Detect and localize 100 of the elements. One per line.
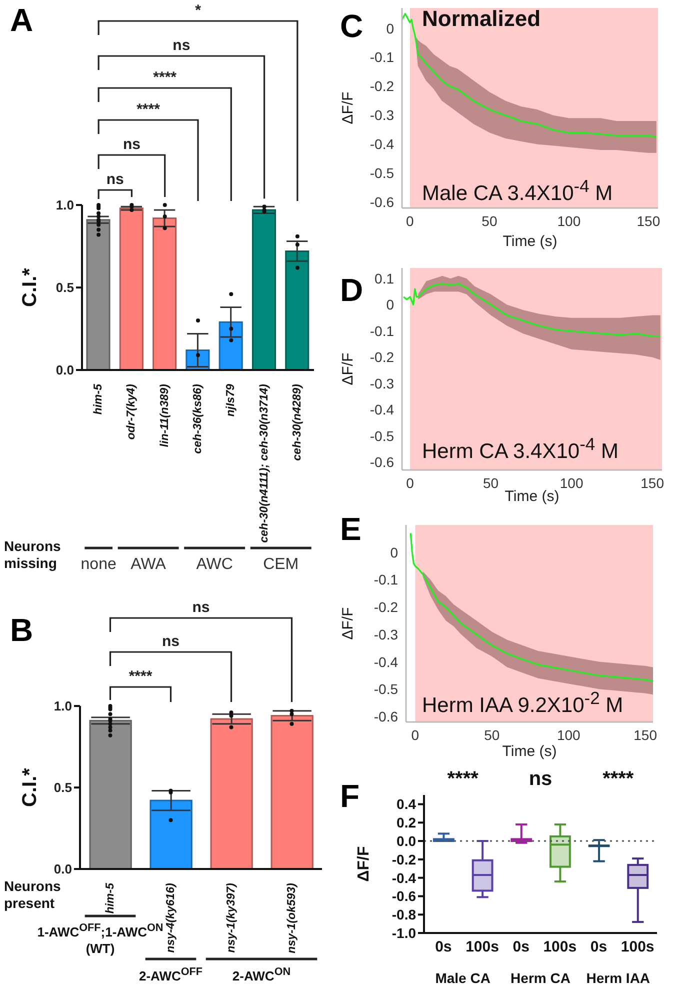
y-tick-label: -1.0: [392, 924, 416, 941]
x-tick-label: ceh-30(n4289): [291, 384, 304, 461]
text: ****: [446, 768, 480, 791]
y-tick-label: 0: [386, 296, 394, 313]
x-tick-label: 0s: [435, 938, 452, 956]
y-tick-label: 0.0: [56, 362, 74, 378]
y-tick-label: 0.1: [374, 270, 394, 286]
x-tick-label: him-5: [104, 882, 116, 914]
y-tick-label: 1.0: [54, 698, 72, 714]
y-tick-label: -0.3: [374, 626, 398, 642]
x-tick-label: him-5: [92, 383, 105, 415]
x-tick-label: nsy-1(ky397): [225, 882, 238, 953]
x-tick-label: njIs79: [225, 383, 238, 417]
annotation: Normalized: [422, 6, 541, 32]
chart-title: C: [340, 8, 364, 45]
y-tick-label: -0.4: [374, 654, 398, 670]
y-tick-label: -0.5: [370, 428, 394, 444]
y-axis-title: ΔF/F: [340, 607, 356, 640]
text: AWA: [130, 556, 166, 573]
x-tick-label: 100s: [466, 938, 499, 956]
text: ns: [122, 136, 140, 153]
y-tick-label: -0.1: [374, 572, 398, 588]
text: AWC: [195, 556, 234, 573]
x-tick-label: nsy-1(ok593): [286, 882, 298, 954]
x-tick-label: 50: [482, 212, 498, 229]
x-tick-label: 100s: [543, 938, 577, 956]
y-tick-label: 0.5: [54, 780, 72, 796]
y-tick-label: -0.6: [370, 194, 394, 210]
x-tick-label: 100s: [620, 938, 654, 956]
text: ns: [192, 599, 210, 616]
text: *: [195, 2, 202, 19]
x-tick-label: 150: [636, 212, 660, 229]
text: Neurons present: [4, 878, 62, 912]
y-axis-title: C.I.*: [19, 768, 41, 807]
text: ns: [528, 768, 554, 791]
text: 2-AWC$^{OFF}$: [138, 965, 204, 984]
y-tick-label: 0.0: [396, 832, 416, 849]
x-tick-label: 0s: [512, 938, 530, 956]
text: ****: [153, 69, 177, 86]
y-axis-title: ΔF/F: [340, 92, 356, 124]
y-tick-label: -0.2: [370, 78, 394, 94]
text: CEM: [262, 556, 300, 573]
y-tick-label: 0: [390, 544, 398, 560]
annotation: Male CA 3.4X10$^{-4}$ M: [422, 176, 613, 206]
y-axis-title: ΔF/F: [340, 352, 356, 386]
text: ns: [162, 633, 180, 650]
x-tick-label: odr-7(ky4): [126, 384, 138, 440]
y-tick-label: 0.5: [56, 280, 74, 296]
x-tick-label: ceh-36(ks86): [192, 384, 204, 454]
text: ****: [128, 668, 152, 685]
y-axis-title: ΔF/F: [356, 846, 372, 882]
x-tick-label: nsy-4(ky616): [164, 882, 177, 953]
text: ns: [172, 37, 190, 54]
y-tick-label: -0.2: [392, 851, 416, 868]
y-tick-label: -0.6: [374, 708, 398, 724]
chart-title: A: [10, 2, 34, 39]
x-axis-title: Time (s): [502, 743, 557, 760]
x-tick-label: 100: [557, 212, 581, 229]
y-tick-label: 0.2: [396, 814, 416, 831]
y-axis-title: C.I.*: [19, 268, 41, 307]
y-tick-label: -0.2: [374, 599, 398, 616]
text: Neurons missing: [4, 538, 62, 572]
y-tick-label: -0.6: [370, 454, 394, 470]
y-tick-label: -0.4: [392, 870, 416, 886]
text: none: [80, 556, 116, 573]
y-tick-label: -0.5: [370, 165, 394, 182]
x-axis-title: Time (s): [502, 233, 558, 250]
x-tick-label: 100: [560, 474, 584, 491]
chart-title: F: [340, 778, 360, 815]
x-tick-label: 150: [634, 726, 658, 743]
y-tick-label: 0: [386, 20, 394, 36]
chart-title: D: [340, 272, 364, 309]
y-tick-label: 0.4: [396, 796, 416, 812]
x-tick-label: 50: [484, 726, 500, 743]
x-tick-label: lin-11(n389): [158, 384, 171, 448]
y-tick-label: -0.3: [370, 375, 394, 392]
x-tick-label: 0s: [590, 938, 608, 956]
y-tick-label: 1.0: [56, 198, 74, 213]
y-tick-label: -0.3: [370, 107, 394, 124]
y-tick-label: -0.1: [370, 49, 394, 66]
text: 2-AWC$^{ON}$: [231, 965, 292, 984]
x-tick-label: 50: [483, 474, 499, 491]
text: Herm CA: [510, 970, 572, 986]
text: ****: [602, 768, 635, 791]
text: Male CA: [434, 970, 492, 986]
x-axis-title: Time (s): [504, 488, 560, 505]
text: ****: [136, 101, 160, 118]
x-tick-label: 100: [556, 726, 581, 743]
text: ns: [106, 171, 124, 188]
y-tick-label: -0.8: [392, 906, 416, 923]
chart-title: B: [10, 612, 34, 649]
y-tick-label: -0.1: [370, 322, 394, 339]
y-tick-label: 0.0: [54, 862, 72, 877]
x-tick-label: ceh-30(n4111); ceh-30(n3714): [258, 384, 270, 543]
y-tick-label: -0.4: [370, 136, 394, 152]
y-tick-label: -0.4: [370, 402, 394, 418]
chart-title: E: [340, 511, 362, 548]
text: Herm IAA: [585, 970, 652, 986]
annotation: Herm IAA 9.2X10$^{-2}$ M: [422, 688, 624, 718]
annotation: Herm CA 3.4X10$^{-4}$ M: [422, 434, 618, 464]
